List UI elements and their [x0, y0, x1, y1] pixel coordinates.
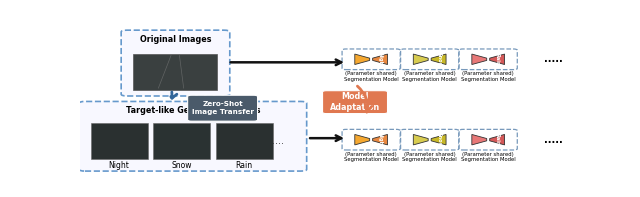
Polygon shape — [413, 134, 428, 145]
FancyBboxPatch shape — [79, 101, 307, 171]
FancyBboxPatch shape — [121, 30, 230, 96]
FancyBboxPatch shape — [401, 129, 459, 150]
Text: (Parameter shared)
Segmentation Model: (Parameter shared) Segmentation Model — [461, 151, 516, 162]
Text: ....: .... — [273, 136, 284, 146]
Text: (Parameter shared)
Segmentation Model: (Parameter shared) Segmentation Model — [344, 151, 399, 162]
Polygon shape — [490, 134, 504, 145]
FancyBboxPatch shape — [216, 123, 273, 159]
Text: (Parameter shared)
Segmentation Model: (Parameter shared) Segmentation Model — [403, 151, 457, 162]
Text: Night: Night — [378, 132, 383, 147]
FancyBboxPatch shape — [133, 54, 218, 90]
FancyBboxPatch shape — [459, 129, 517, 150]
FancyBboxPatch shape — [342, 129, 400, 150]
Polygon shape — [472, 134, 486, 145]
FancyBboxPatch shape — [323, 91, 388, 114]
Text: (Parameter shared)
Segmentation Model: (Parameter shared) Segmentation Model — [344, 71, 399, 82]
FancyBboxPatch shape — [188, 95, 257, 121]
Polygon shape — [431, 134, 446, 145]
Polygon shape — [372, 54, 388, 65]
FancyBboxPatch shape — [459, 49, 517, 70]
Text: Snow: Snow — [436, 52, 441, 67]
Text: Rain: Rain — [495, 133, 500, 146]
Polygon shape — [490, 54, 504, 65]
Text: Snow: Snow — [172, 161, 192, 170]
Text: .....: ..... — [544, 54, 563, 64]
Polygon shape — [413, 54, 428, 65]
FancyBboxPatch shape — [401, 49, 459, 70]
Text: Rain: Rain — [236, 161, 253, 170]
Text: Night: Night — [378, 52, 383, 67]
Text: Target-like Generated Images: Target-like Generated Images — [125, 106, 260, 115]
Polygon shape — [431, 54, 446, 65]
FancyBboxPatch shape — [342, 49, 400, 70]
FancyBboxPatch shape — [154, 123, 211, 159]
Text: Snow: Snow — [436, 132, 441, 147]
Text: Original Images: Original Images — [140, 35, 211, 44]
Polygon shape — [372, 134, 388, 145]
Polygon shape — [472, 54, 486, 65]
Text: Night: Night — [109, 161, 130, 170]
FancyBboxPatch shape — [91, 123, 148, 159]
Text: Model
Adaptation: Model Adaptation — [330, 92, 380, 112]
Text: (Parameter shared)
Segmentation Model: (Parameter shared) Segmentation Model — [461, 71, 516, 82]
Text: .....: ..... — [544, 135, 563, 145]
Polygon shape — [355, 54, 370, 65]
Polygon shape — [355, 134, 370, 145]
Text: Zero-Shot
Image Transfer: Zero-Shot Image Transfer — [191, 101, 253, 115]
Text: (Parameter shared)
Segmentation Model: (Parameter shared) Segmentation Model — [403, 71, 457, 82]
Text: Rain: Rain — [495, 53, 500, 66]
